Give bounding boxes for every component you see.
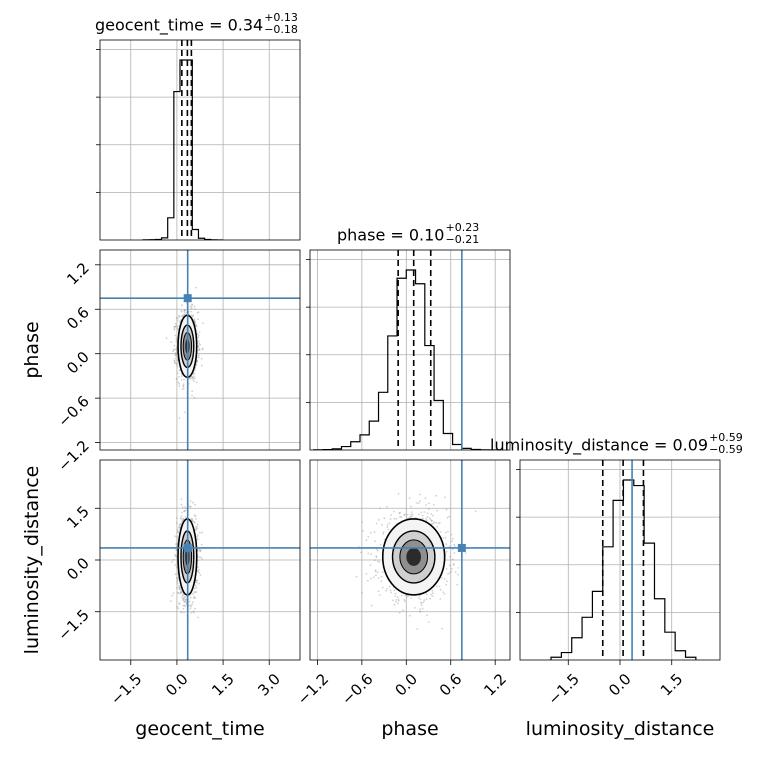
title-luminosity-distance: luminosity_distance = 0.09 +0.59 −0.59 — [490, 431, 743, 456]
x-tick-label-phase-0: −1.2 — [294, 670, 332, 708]
x-tick-label-luminosity_distance-2: 1.5 — [657, 670, 687, 700]
x-tick-label-phase-2: 0.0 — [391, 670, 421, 700]
frame-geocent_time-phase — [99, 249, 301, 451]
y-tick-label-phase-1: −0.6 — [54, 392, 92, 430]
y-tick-label-phase-3: 0.6 — [63, 303, 93, 333]
x-tick-label-phase-1: −0.6 — [338, 670, 376, 708]
histogram-geocent_time — [142, 59, 224, 240]
y-tick-label-luminosity_distance-0: −1.5 — [54, 606, 92, 644]
x-axis-label-geocent_time: geocent_time — [135, 718, 264, 740]
y-axis-label-luminosity_distance: luminosity_distance — [21, 466, 43, 655]
x-tick-label-geocent_time-2: 1.5 — [208, 670, 238, 700]
x-axis-label-phase: phase — [381, 718, 438, 740]
truth-marker-phase-luminosity_distance — [457, 543, 466, 552]
title-phase: phase = 0.10 +0.23 −0.21 — [337, 221, 480, 246]
x-tick-label-phase-3: 0.6 — [436, 670, 466, 700]
y-tick-label-luminosity_distance-2: 1.5 — [63, 502, 93, 532]
x-tick-label-geocent_time-3: 3.0 — [254, 670, 284, 700]
density-level-phase-luminosity_distance-3 — [406, 547, 422, 566]
x-axis-label-luminosity_distance: luminosity_distance — [526, 718, 715, 740]
truth-marker-geocent_time-phase — [183, 294, 192, 303]
title-geocent-time: geocent_time = 0.34 +0.13 −0.18 — [95, 11, 298, 36]
histogram-phase — [313, 269, 499, 450]
y-tick-label-phase-0: −1.2 — [54, 437, 92, 475]
y-tick-label-luminosity_distance-1: 0.0 — [63, 554, 93, 584]
x-tick-label-phase-4: 1.2 — [480, 670, 510, 700]
frame-hist-phase — [309, 249, 511, 451]
frame-hist-geocent_time — [99, 39, 301, 241]
y-axis-label-phase: phase — [21, 321, 43, 378]
frame-phase-luminosity_distance — [309, 459, 511, 661]
contour-phase-luminosity_distance-0 — [381, 518, 446, 596]
truth-marker-geocent_time-luminosity_distance — [183, 543, 192, 552]
contour-phase-luminosity_distance-2 — [399, 539, 429, 575]
x-tick-label-luminosity_distance-0: −1.5 — [545, 670, 583, 708]
contour-phase-luminosity_distance-1 — [391, 530, 436, 584]
y-tick-label-phase-2: 0.0 — [63, 348, 93, 378]
x-tick-label-geocent_time-0: −1.5 — [107, 670, 145, 708]
y-tick-label-phase-4: 1.2 — [63, 259, 93, 289]
x-tick-label-geocent_time-1: 0.0 — [162, 670, 192, 700]
x-tick-label-luminosity_distance-1: 0.0 — [605, 670, 635, 700]
